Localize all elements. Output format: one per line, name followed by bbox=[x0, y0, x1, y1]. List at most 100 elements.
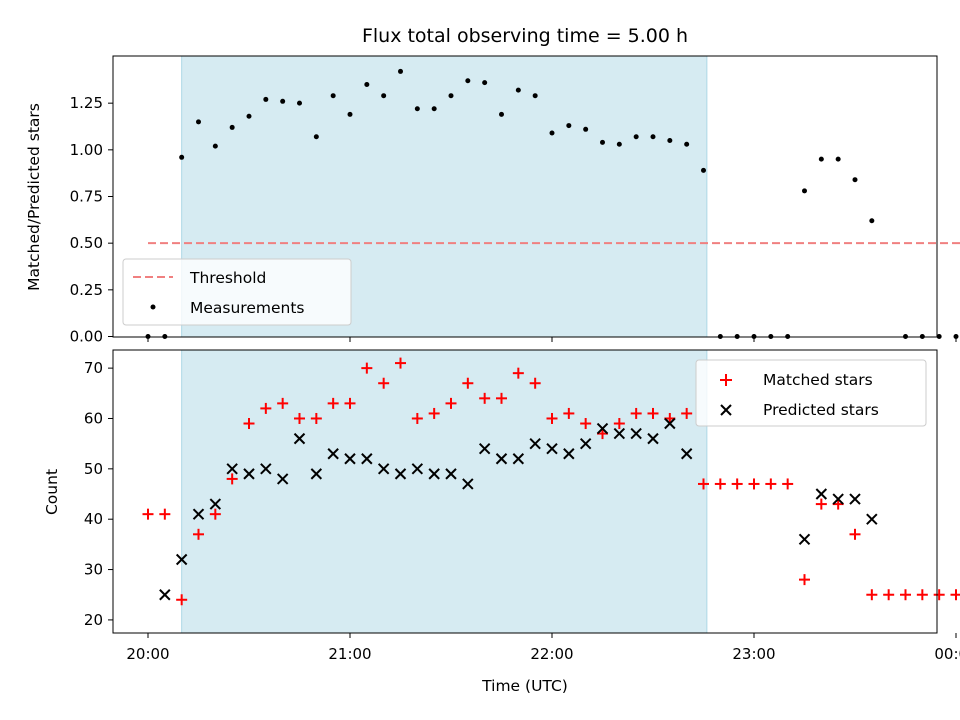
predicted-star-point bbox=[243, 468, 255, 480]
bottom-shaded-intervals bbox=[181, 349, 708, 634]
predicted-star-point bbox=[276, 473, 289, 485]
bottom-y-tick-label: 60 bbox=[84, 409, 103, 427]
predicted-star-point bbox=[815, 488, 828, 500]
top-y-tick-label: 1.25 bbox=[70, 94, 103, 112]
measurement-point bbox=[802, 188, 807, 194]
predicted-star-point bbox=[394, 468, 407, 480]
legend-measurements-label: Measurements bbox=[190, 299, 305, 317]
predicted-star-point bbox=[596, 422, 609, 435]
measurement-point bbox=[701, 167, 706, 173]
bottom-legend: Matched stars Predicted stars bbox=[695, 359, 927, 427]
predicted-star-point bbox=[630, 427, 642, 440]
top-y-tick-label: 0.00 bbox=[70, 328, 103, 346]
matched-star-point bbox=[916, 589, 928, 601]
top-y-tick-label: 0.25 bbox=[70, 281, 103, 299]
predicted-star-point bbox=[832, 493, 844, 505]
measurement-point bbox=[313, 134, 319, 140]
predicted-star-point bbox=[512, 453, 525, 465]
predicted-star-point bbox=[293, 432, 306, 445]
bottom-x-tick-label: 00:00 bbox=[934, 645, 960, 663]
matched-star-point bbox=[260, 402, 272, 414]
measurement-point bbox=[330, 93, 336, 99]
top-legend: Threshold Measurements bbox=[122, 258, 352, 326]
matched-star-point bbox=[411, 412, 423, 424]
measurement-point bbox=[212, 143, 218, 149]
predicted-star-point bbox=[529, 437, 541, 450]
predicted-star-point bbox=[159, 589, 171, 601]
bottom-x-axis-label: Time (UTC) bbox=[481, 677, 568, 695]
measurement-point bbox=[297, 100, 302, 106]
bottom-y-tick-label: 50 bbox=[84, 460, 103, 478]
top-y-tick-label: 0.50 bbox=[70, 234, 103, 252]
top-y-tick-label: 1.00 bbox=[70, 141, 103, 159]
measurement-point bbox=[852, 177, 858, 183]
matched-star-point bbox=[900, 589, 911, 601]
measurement-point bbox=[532, 93, 538, 99]
bottom-y-ticks: 20 30 40 50 60 70 bbox=[84, 359, 113, 629]
matched-star-point bbox=[428, 407, 440, 419]
matched-star-point bbox=[294, 412, 305, 424]
top-x-ticks bbox=[147, 337, 957, 342]
predicted-star-point bbox=[579, 437, 592, 450]
matched-star-point bbox=[765, 478, 777, 490]
matched-star-point bbox=[815, 498, 827, 510]
predicted-star-point bbox=[849, 493, 861, 505]
measurement-point bbox=[616, 141, 622, 147]
matched-star-point bbox=[344, 397, 356, 409]
matched-star-point bbox=[866, 589, 878, 601]
legend-matched-label: Matched stars bbox=[763, 371, 873, 389]
predicted-star-point bbox=[546, 442, 558, 455]
measurement-point bbox=[667, 138, 673, 143]
measurement-point bbox=[499, 111, 504, 117]
matched-stars-series bbox=[142, 357, 960, 606]
measurement-point bbox=[549, 130, 555, 136]
matched-star-point bbox=[849, 528, 861, 540]
legend-predicted-swatch bbox=[720, 404, 732, 416]
legend-measurements-swatch bbox=[150, 304, 156, 310]
predicted-star-point bbox=[377, 463, 390, 475]
matched-star-point bbox=[159, 508, 171, 520]
measurement-point bbox=[633, 134, 639, 140]
measurement-point bbox=[650, 134, 656, 140]
measurement-point bbox=[566, 123, 572, 129]
predicted-star-point bbox=[175, 553, 188, 566]
predicted-star-point bbox=[310, 468, 323, 480]
matched-star-point bbox=[731, 478, 743, 490]
measurement-point bbox=[196, 119, 201, 125]
predicted-star-point bbox=[226, 463, 238, 475]
measurement-point bbox=[465, 78, 471, 84]
measurement-point bbox=[364, 82, 370, 87]
measurement-point bbox=[684, 141, 690, 147]
matched-star-point bbox=[512, 367, 524, 379]
measurement-point bbox=[835, 156, 841, 162]
matched-star-point bbox=[226, 473, 238, 485]
matched-star-point bbox=[496, 392, 507, 404]
measurement-point bbox=[583, 126, 589, 132]
matched-star-point bbox=[933, 589, 945, 601]
matched-star-point bbox=[883, 589, 895, 601]
matched-star-point bbox=[310, 412, 322, 424]
measurement-point bbox=[818, 156, 824, 162]
measurement-point bbox=[515, 87, 521, 93]
measurement-point bbox=[482, 80, 488, 86]
measurement-point bbox=[229, 124, 235, 130]
matched-star-point bbox=[546, 412, 558, 424]
top-y-tick-label: 0.75 bbox=[70, 188, 103, 206]
measurement-point bbox=[347, 111, 353, 117]
measurement-point bbox=[953, 334, 959, 339]
matched-star-point bbox=[193, 528, 204, 540]
top-y-ticks: 0.00 0.25 0.50 0.75 1.00 1.25 bbox=[70, 94, 113, 346]
matched-star-point bbox=[209, 508, 221, 520]
legend-threshold-label: Threshold bbox=[189, 269, 266, 287]
measurements-series bbox=[145, 68, 959, 339]
predicted-star-point bbox=[327, 448, 339, 460]
measurement-point bbox=[179, 154, 185, 160]
predicted-star-point bbox=[647, 432, 659, 445]
matched-star-point bbox=[714, 478, 726, 490]
predicted-star-point bbox=[680, 448, 693, 460]
bottom-x-tick-label: 23:00 bbox=[732, 645, 775, 663]
bottom-y-tick-label: 70 bbox=[84, 359, 103, 377]
bottom-plot-frame bbox=[112, 349, 938, 634]
